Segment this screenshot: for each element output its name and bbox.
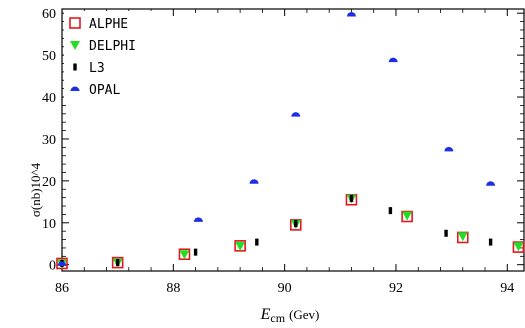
y-tick-label: 20	[42, 175, 56, 190]
point-opal	[291, 112, 301, 117]
point-delphi	[457, 232, 468, 242]
x-tick-label: 92	[389, 281, 403, 296]
series-delphi	[57, 194, 524, 269]
point-opal	[249, 179, 259, 184]
legend-entry-label: DELPHI	[89, 39, 136, 54]
point-opal	[193, 217, 203, 222]
point-delphi	[513, 242, 524, 252]
point-alphe	[289, 219, 302, 231]
point-l3	[255, 238, 259, 246]
legend-marker	[69, 17, 81, 29]
point-delphi	[235, 241, 246, 251]
point-l3	[193, 248, 198, 256]
series-alphe	[56, 193, 525, 270]
point-opal	[444, 146, 454, 152]
point-delphi	[402, 211, 413, 221]
point-l3	[115, 259, 120, 267]
y-tick-label: 30	[42, 133, 56, 148]
x-tick-label: 88	[166, 281, 180, 296]
y-tick-label: 10	[42, 217, 56, 232]
x-tick-label: 86	[55, 281, 69, 296]
data-marks	[56, 11, 525, 270]
x-tick-label: 90	[278, 281, 292, 296]
point-l3	[488, 238, 493, 246]
legend-entry-label: OPAL	[89, 83, 120, 98]
x-axis-label: Ecm (Gev)	[260, 306, 320, 325]
legend-entry-label: L3	[89, 61, 105, 76]
y-tick-label: 60	[42, 7, 56, 22]
point-l3	[444, 229, 448, 237]
y-axis-label: σ(nb)10^4	[28, 162, 43, 217]
point-opal	[57, 261, 67, 266]
legend-marker	[70, 41, 80, 50]
point-alphe	[512, 241, 525, 253]
legend-box	[64, 11, 172, 102]
y-tick-label: 50	[42, 49, 56, 64]
x-tick-label: 94	[500, 281, 514, 296]
point-l3	[349, 194, 354, 202]
point-delphi	[179, 250, 190, 260]
point-opal	[346, 11, 356, 17]
point-opal	[388, 57, 398, 63]
plot-border	[61, 8, 525, 272]
y-tick-label: 0	[49, 259, 56, 274]
legend-entry-label: ALPHE	[89, 17, 128, 32]
plot-frame	[61, 8, 525, 272]
point-l3	[388, 207, 393, 215]
legend: ALPHE DELPHI L3 OPAL	[64, 11, 172, 102]
legend-marker	[70, 86, 80, 91]
point-opal	[486, 181, 496, 186]
series-opal	[57, 11, 496, 266]
series-l3	[60, 194, 493, 267]
axis-ticks: 86 88 90 92 94 0 10 20 30 40 50 60	[42, 7, 524, 296]
y-tick-label: 40	[42, 91, 56, 106]
point-alphe	[401, 210, 413, 223]
point-l3	[294, 220, 298, 228]
legend-marker	[73, 63, 77, 71]
